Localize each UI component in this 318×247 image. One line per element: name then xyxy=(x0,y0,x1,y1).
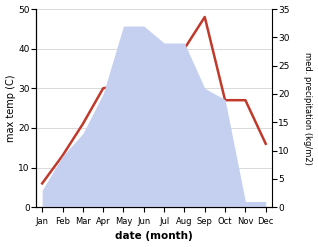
Y-axis label: max temp (C): max temp (C) xyxy=(5,74,16,142)
X-axis label: date (month): date (month) xyxy=(115,231,193,242)
Y-axis label: med. precipitation (kg/m2): med. precipitation (kg/m2) xyxy=(303,52,313,165)
